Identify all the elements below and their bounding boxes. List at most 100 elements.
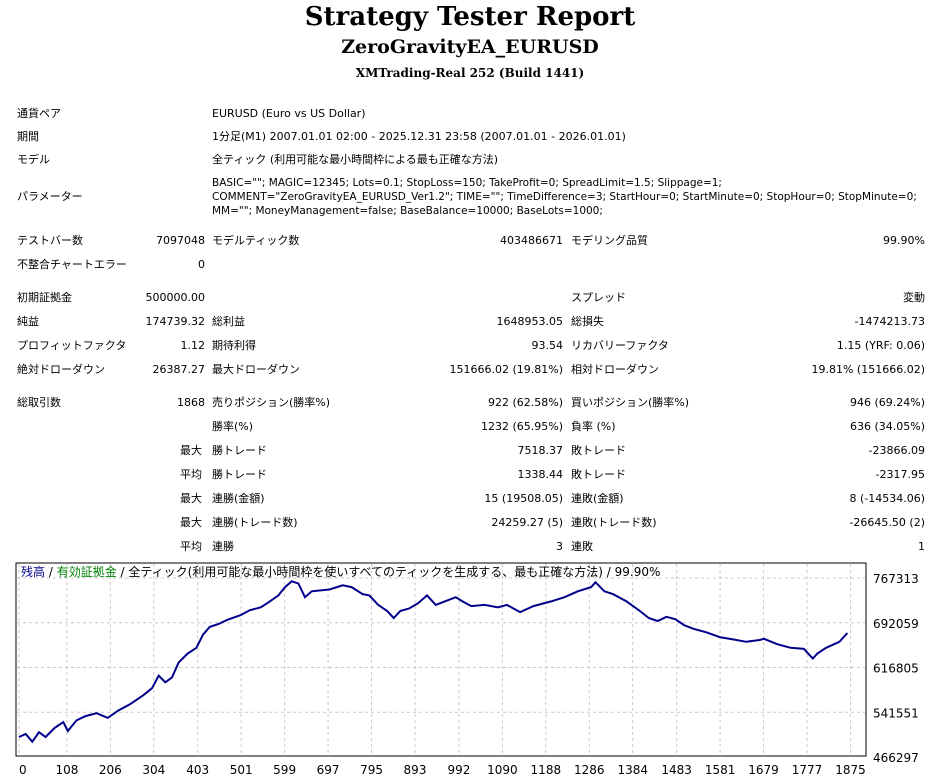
- row-label: 勝率(%): [212, 420, 254, 433]
- row-value: 946 (69.24%): [849, 396, 925, 409]
- x-tick-label: 1581: [705, 763, 736, 777]
- row-value: 500000.00: [145, 291, 206, 304]
- info-value: 1分足(M1) 2007.01.01 02:00 - 2025.12.31 23…: [212, 130, 626, 143]
- row-qualifier: 平均: [180, 540, 202, 553]
- x-tick-label: 1188: [531, 763, 562, 777]
- params-line: BASIC=""; MAGIC=12345; Lots=0.1; StopLos…: [212, 177, 722, 189]
- x-tick-label: 501: [230, 763, 253, 777]
- row-value: 0: [198, 258, 205, 271]
- row-qualifier: 最大: [180, 516, 202, 529]
- row-label: 負率 (%): [571, 420, 616, 433]
- row-label: 相対ドローダウン: [571, 363, 659, 376]
- y-tick-label: 541551: [873, 706, 919, 720]
- x-tick-label: 1090: [487, 763, 518, 777]
- row-label: 連敗(トレード数): [571, 516, 657, 529]
- balance-chart: 残高 / 有効証拠金 / 全ティック(利用可能な最小時間枠を使いすべてのティック…: [15, 562, 919, 777]
- x-tick-label: 403: [186, 763, 209, 777]
- row-value: 7097048: [156, 234, 205, 247]
- ea-name: ZeroGravityEA_EURUSD: [341, 36, 599, 58]
- row-value: -1474213.73: [854, 315, 925, 328]
- row-value: 変動: [903, 291, 925, 304]
- info-label: モデル: [17, 153, 50, 166]
- x-tick-label: 1286: [574, 763, 605, 777]
- x-tick-label: 992: [447, 763, 470, 777]
- row-value: 3: [556, 540, 563, 553]
- row-label: 連勝(金額): [212, 492, 265, 505]
- y-tick-label: 767313: [873, 572, 919, 586]
- x-tick-label: 1875: [835, 763, 866, 777]
- y-tick-label: 692059: [873, 617, 919, 631]
- row-value: 1648953.05: [496, 315, 563, 328]
- row-value: 24259.27 (5): [491, 516, 563, 529]
- x-tick-label: 304: [142, 763, 165, 777]
- row-label: 初期証拠金: [17, 291, 72, 304]
- x-tick-label: 1777: [792, 763, 823, 777]
- row-value: 15 (19508.05): [484, 492, 563, 505]
- row-value: 19.81% (151666.02): [811, 363, 925, 376]
- row-value: 93.54: [531, 339, 564, 352]
- row-value: 1.12: [180, 339, 206, 352]
- row-label: 連勝(トレード数): [212, 516, 298, 529]
- y-tick-label: 616805: [873, 662, 919, 676]
- x-tick-label: 795: [360, 763, 383, 777]
- row-value: 636 (34.05%): [849, 420, 925, 433]
- chart-legend: 残高 / 有効証拠金 / 全ティック(利用可能な最小時間枠を使いすべてのティック…: [21, 564, 660, 579]
- params-label: パラメーター: [17, 190, 83, 203]
- row-value: 922 (62.58%): [487, 396, 563, 409]
- row-value: 26387.27: [152, 363, 206, 376]
- row-qualifier: 最大: [180, 492, 202, 505]
- row-label: 連敗: [571, 540, 593, 553]
- row-label: 買いポジション(勝率%): [571, 396, 690, 409]
- x-tick-label: 1384: [617, 763, 648, 777]
- row-label: プロフィットファクタ: [17, 339, 127, 352]
- params-line: MM=""; MoneyManagement=false; BaseBalanc…: [212, 205, 603, 217]
- row-label: 連敗(金額): [571, 492, 624, 505]
- x-tick-label: 599: [273, 763, 296, 777]
- row-label: 勝トレード: [212, 444, 267, 457]
- row-qualifier: 最大: [180, 444, 202, 457]
- row-value: 7518.37: [517, 444, 564, 457]
- y-tick-label: 466297: [873, 751, 919, 765]
- server-name: XMTrading-Real 252 (Build 1441): [355, 66, 585, 80]
- row-value: 1.15 (YRF: 0.06): [836, 339, 925, 352]
- row-label: 敗トレード: [571, 444, 626, 457]
- row-label: 純益: [17, 315, 39, 328]
- x-tick-label: 108: [55, 763, 78, 777]
- report-title: Strategy Tester Report: [304, 2, 636, 32]
- params-line: COMMENT="ZeroGravityEA_EURUSD_Ver1.2"; T…: [212, 191, 917, 203]
- row-value: 1338.44: [517, 468, 564, 481]
- row-qualifier: 平均: [180, 468, 202, 481]
- row-value: 8 (-14534.06): [849, 492, 925, 505]
- row-value: 1232 (65.95%): [480, 420, 563, 433]
- row-label: テストバー数: [17, 234, 83, 247]
- row-label: 総取引数: [17, 396, 61, 409]
- info-value: EURUSD (Euro vs US Dollar): [212, 107, 366, 120]
- row-value: 174739.32: [145, 315, 206, 328]
- row-value: 99.90%: [883, 234, 925, 247]
- plot-frame: [15, 562, 867, 757]
- row-label: 絶対ドローダウン: [17, 363, 105, 376]
- row-label: 総利益: [212, 315, 245, 328]
- row-value: 1: [918, 540, 925, 553]
- row-label: 期待利得: [212, 339, 256, 352]
- row-label: 連勝: [212, 540, 234, 553]
- row-label: リカバリーファクタ: [571, 339, 669, 352]
- row-value: -23866.09: [868, 444, 925, 457]
- row-label: モデリング品質: [571, 234, 648, 247]
- row-label: 不整合チャートエラー: [17, 258, 127, 271]
- row-label: モデルティック数: [212, 234, 300, 247]
- row-label: 敗トレード: [571, 468, 626, 481]
- x-tick-label: 0: [19, 763, 27, 777]
- balance-line: [18, 580, 849, 744]
- x-tick-label: 1679: [748, 763, 779, 777]
- x-tick-label: 697: [317, 763, 340, 777]
- row-value: -26645.50 (2): [849, 516, 925, 529]
- info-value: 全ティック (利用可能な最小時間枠による最も正確な方法): [212, 153, 499, 166]
- x-tick-label: 206: [99, 763, 122, 777]
- row-value: 403486671: [500, 234, 563, 247]
- row-value: -2317.95: [875, 468, 925, 481]
- row-label: 総損失: [571, 315, 604, 328]
- row-label: 勝トレード: [212, 468, 267, 481]
- row-value: 151666.02 (19.81%): [449, 363, 563, 376]
- row-label: スプレッド: [571, 291, 626, 304]
